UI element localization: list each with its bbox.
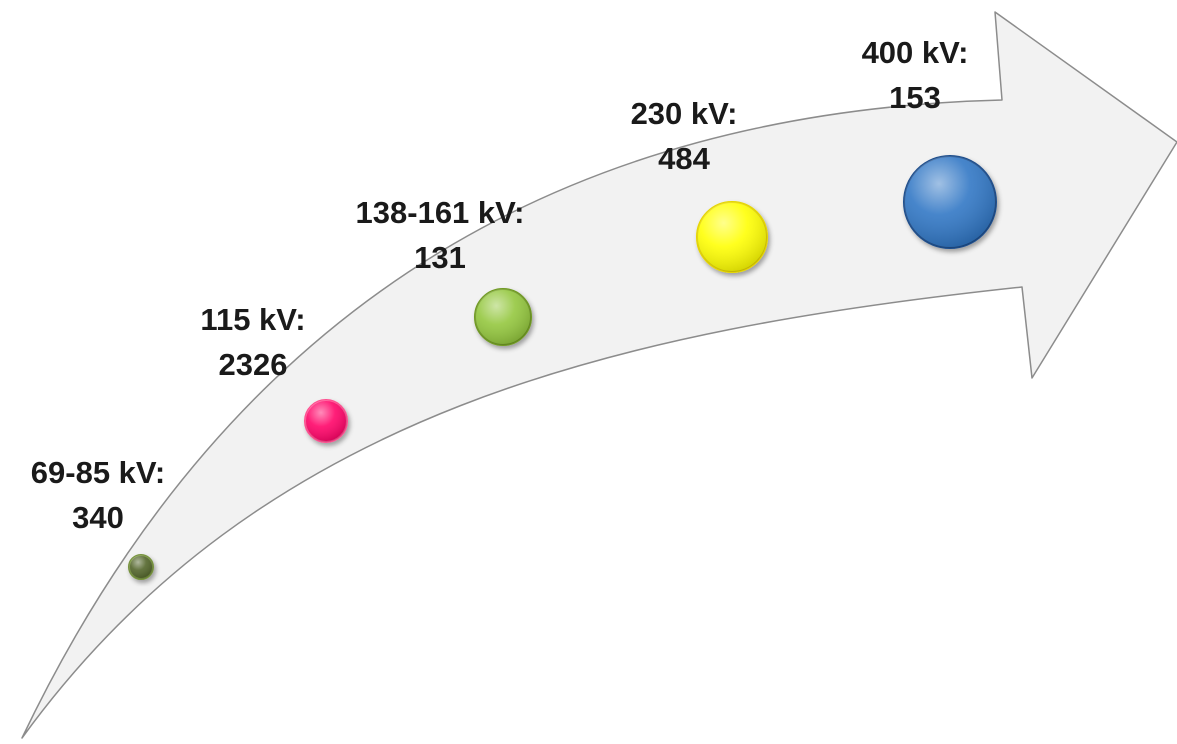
stage-dot-138-161kv [474, 288, 532, 346]
stage-dot-69-85kv [128, 554, 154, 580]
stage-count-label: 484 [658, 141, 710, 176]
stage-label-138-161kv: 138-161 kV: 131 [330, 190, 550, 280]
stage-voltage-label: 115 kV: [200, 302, 306, 337]
stage-dot-230kv [696, 201, 768, 273]
stage-voltage-label: 138-161 kV: [355, 195, 525, 230]
stage-label-69-85kv: 69-85 kV: 340 [18, 450, 178, 540]
stage-voltage-label: 400 kV: [861, 35, 969, 70]
stage-count-label: 2326 [218, 347, 288, 382]
curved-arrow-shape [21, 11, 1177, 739]
stage-count-label: 340 [72, 500, 124, 535]
stage-voltage-label: 69-85 kV: [30, 455, 166, 490]
stage-count-label: 131 [414, 240, 466, 275]
stage-dot-400kv [903, 155, 997, 249]
stage-label-115kv: 115 kV: 2326 [178, 297, 328, 387]
stage-count-label: 153 [889, 80, 941, 115]
stage-dot-115kv [304, 399, 348, 443]
stage-voltage-label: 230 kV: [630, 96, 738, 131]
stage-label-400kv: 400 kV: 153 [840, 30, 990, 120]
stage-label-230kv: 230 kV: 484 [609, 91, 759, 181]
